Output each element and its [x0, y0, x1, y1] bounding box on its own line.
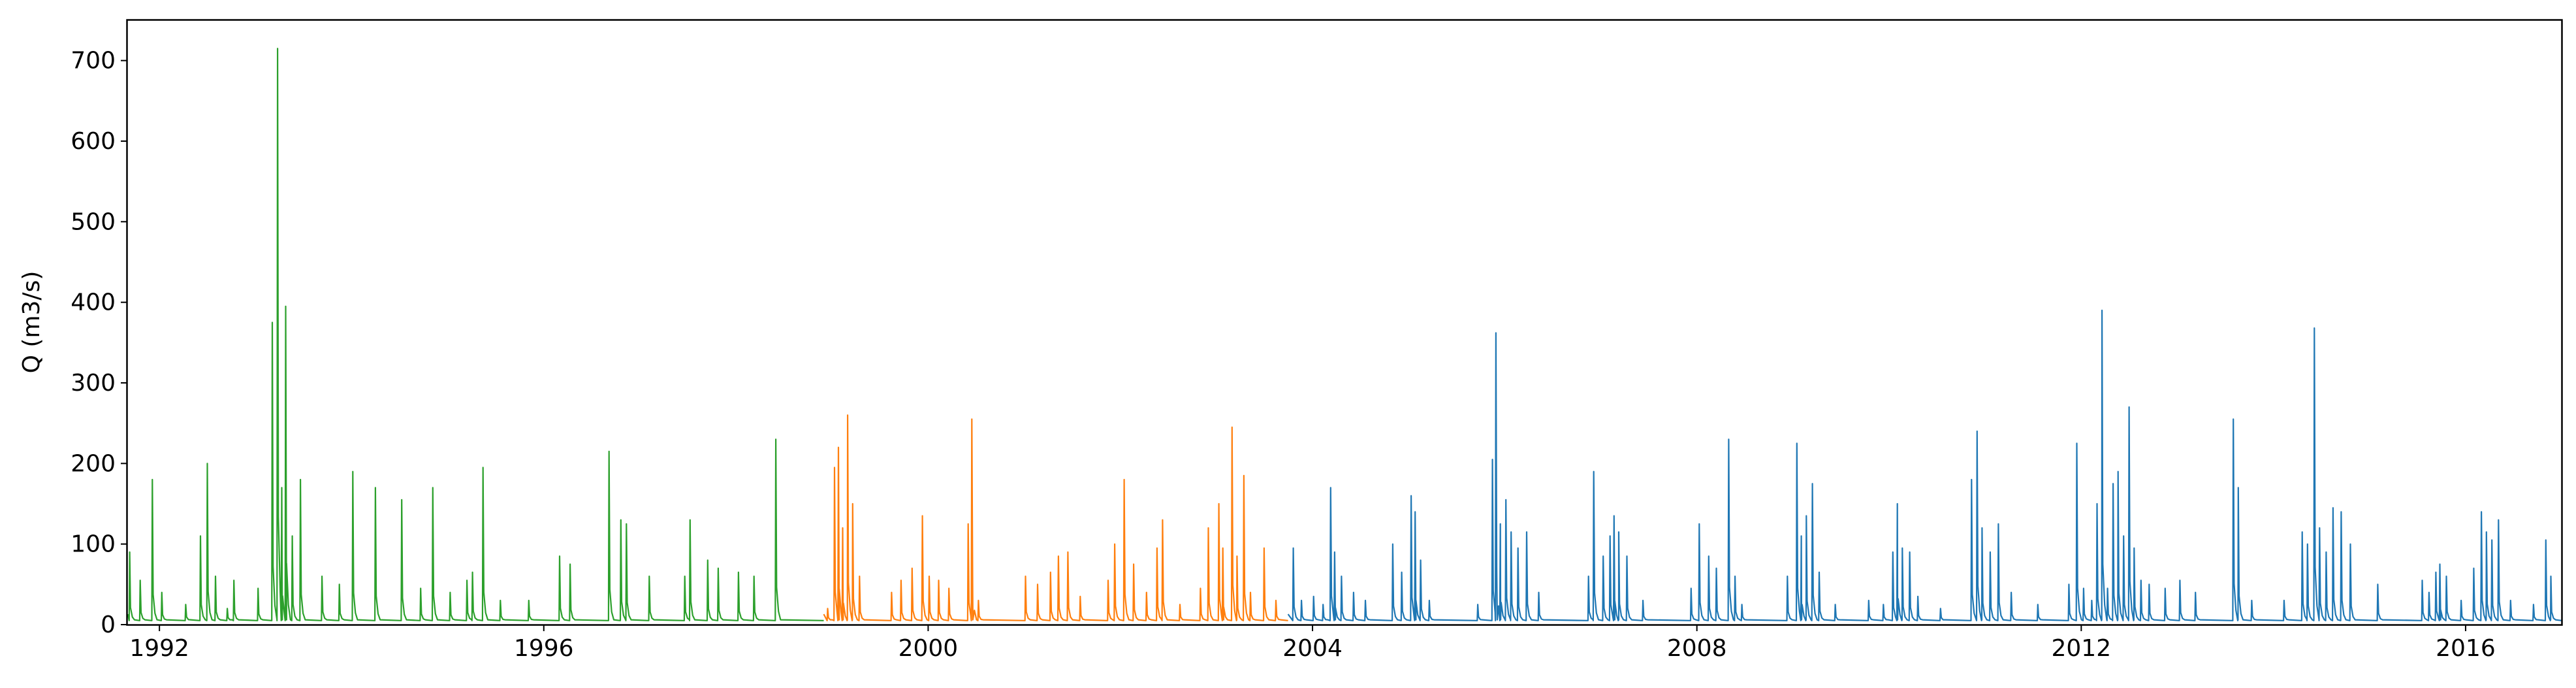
y-tick-label: 400: [71, 289, 116, 316]
x-tick-label: 2000: [898, 635, 959, 662]
x-tick-label: 2004: [1282, 635, 1343, 662]
x-tick-label: 1996: [514, 635, 574, 662]
x-tick-label: 2008: [1667, 635, 1727, 662]
x-tick-label: 1992: [129, 635, 189, 662]
series-3-line: [1287, 309, 2562, 621]
y-tick-label: 600: [71, 128, 116, 155]
y-tick-label: 500: [71, 208, 116, 235]
y-tick-label: 700: [71, 48, 116, 74]
series-2-line: [823, 414, 1288, 621]
series-layer: [127, 48, 2562, 621]
x-tick-label: 2016: [2436, 635, 2496, 662]
x-axis: 1992 1996 2000 2004 2008 2012 2016: [129, 625, 2496, 662]
y-tick-label: 300: [71, 370, 116, 397]
y-axis: 0 100 200 300 400 500 600 700: [71, 48, 127, 638]
y-tick-label: 0: [101, 612, 116, 638]
series-1-line: [127, 48, 824, 621]
x-tick-label: 2012: [2051, 635, 2111, 662]
plot-frame: [126, 19, 2563, 626]
y-tick-label: 200: [71, 450, 116, 477]
y-tick-label: 100: [71, 531, 116, 558]
y-axis-label: Q (m3/s): [18, 271, 45, 374]
